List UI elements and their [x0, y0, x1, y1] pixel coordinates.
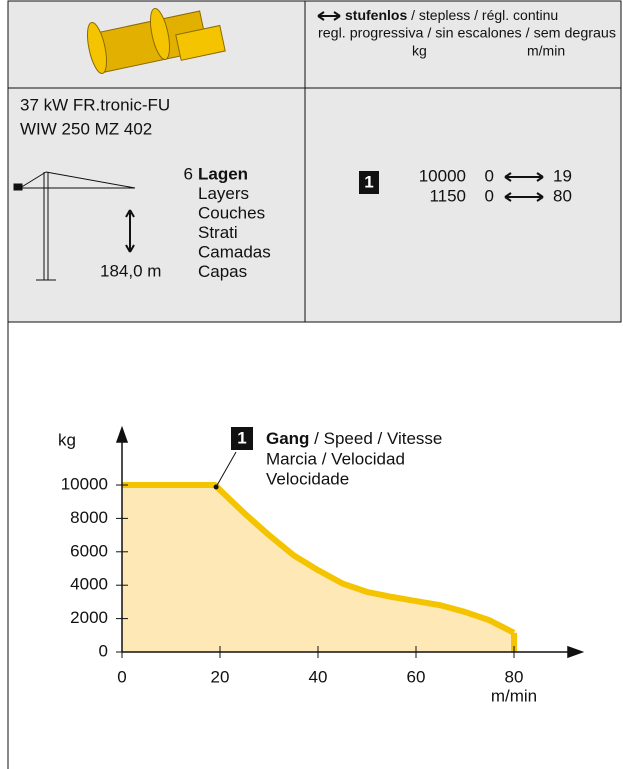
gear-number: 1 [364, 172, 373, 191]
layer-name: Capas [198, 262, 247, 281]
annotation-line: Marcia / Velocidad [266, 449, 405, 468]
speed-max: 19 [553, 166, 572, 185]
leader [216, 452, 236, 487]
x-tick-label: 80 [505, 667, 524, 686]
speed-title-rest: / stepless / régl. continu [407, 7, 558, 23]
page: stufenlos / stepless / régl. continu reg… [0, 0, 623, 769]
load: 1150 [429, 186, 466, 205]
layers-count: 6 [184, 164, 193, 183]
x-tick-label: 20 [211, 667, 230, 686]
leader-dot [214, 485, 219, 490]
winch-model: WIW 250 MZ 402 [20, 119, 152, 138]
load: 10000 [419, 166, 466, 185]
x-axis-label: m/min [491, 686, 537, 705]
layer-name: Strati [198, 223, 238, 242]
y-tick-label: 4000 [70, 575, 108, 594]
annotation-text: Gang / Speed / Vitesse [266, 429, 442, 448]
speed-min: 0 [485, 186, 494, 205]
unit-load: kg [412, 43, 427, 59]
y-tick-label: 6000 [70, 541, 108, 560]
annotation-line: / Speed / Vitesse [309, 429, 442, 448]
speed-min: 0 [485, 166, 494, 185]
layer-name: Lagen [198, 164, 248, 183]
x-tick-label: 60 [407, 667, 426, 686]
y-tick-label: 2000 [70, 608, 108, 627]
x-tick-label: 0 [117, 667, 126, 686]
winch-power: 37 kW FR.tronic-FU [20, 95, 170, 114]
height: 184,0 m [100, 261, 161, 280]
speed-title-bold: stufenlos [345, 7, 407, 23]
layer-name: Camadas [198, 242, 271, 261]
y-tick-label: 8000 [70, 508, 108, 527]
annotation-line: Velocidade [266, 469, 349, 488]
gear-number: 1 [237, 428, 246, 447]
y-tick-label: 10000 [61, 474, 108, 493]
y-tick-label: 0 [99, 641, 108, 660]
layer-name: Couches [198, 203, 265, 222]
speed-max: 80 [553, 186, 572, 205]
speed-subtitle: regl. progressiva / sin escalones / sem … [318, 25, 616, 41]
y-axis-label: kg [58, 430, 76, 449]
speed-title: stufenlos / stepless / régl. continu [345, 7, 558, 23]
annotation-title: Gang [266, 429, 309, 448]
unit-speed: m/min [527, 43, 565, 59]
layer-name: Layers [198, 184, 249, 203]
x-tick-label: 40 [309, 667, 328, 686]
